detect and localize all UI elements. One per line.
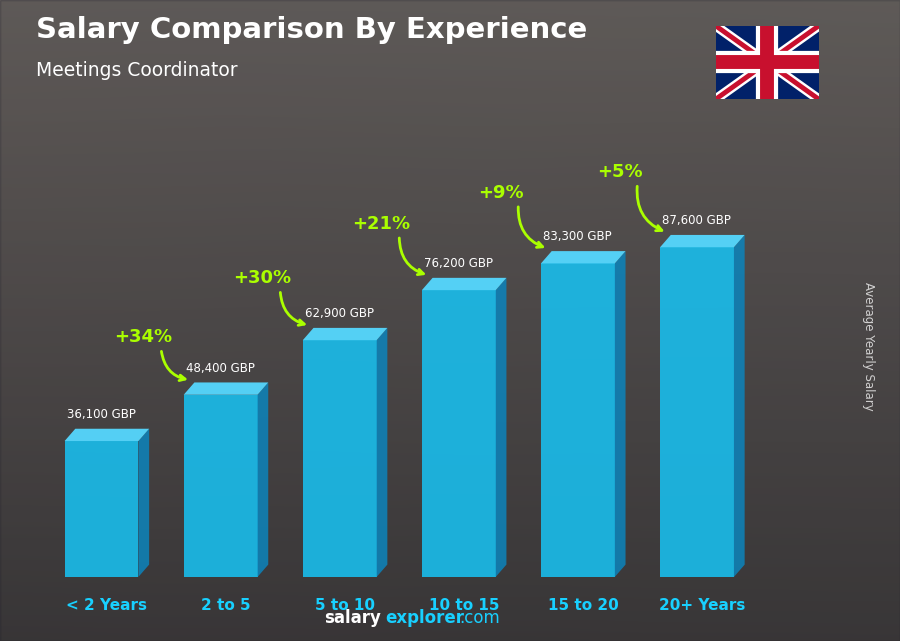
Text: Salary Comparison By Experience: Salary Comparison By Experience bbox=[36, 16, 587, 44]
Text: +5%: +5% bbox=[597, 163, 643, 181]
Polygon shape bbox=[302, 340, 376, 577]
Text: +21%: +21% bbox=[352, 215, 410, 233]
Polygon shape bbox=[65, 429, 149, 441]
Text: Average Yearly Salary: Average Yearly Salary bbox=[862, 282, 875, 410]
Text: 20+ Years: 20+ Years bbox=[659, 598, 745, 613]
Text: 48,400 GBP: 48,400 GBP bbox=[186, 362, 255, 374]
Polygon shape bbox=[65, 441, 139, 577]
Text: +9%: +9% bbox=[478, 184, 523, 202]
Polygon shape bbox=[541, 263, 615, 577]
Polygon shape bbox=[660, 235, 744, 247]
Polygon shape bbox=[376, 328, 387, 577]
Text: 15 to 20: 15 to 20 bbox=[548, 598, 618, 613]
Text: 10 to 15: 10 to 15 bbox=[429, 598, 500, 613]
Text: explorer: explorer bbox=[385, 609, 464, 627]
Text: 83,300 GBP: 83,300 GBP bbox=[544, 230, 612, 243]
Text: .com: .com bbox=[459, 609, 500, 627]
Polygon shape bbox=[257, 383, 268, 577]
Polygon shape bbox=[422, 290, 496, 577]
Text: 62,900 GBP: 62,900 GBP bbox=[305, 307, 374, 320]
Text: 2 to 5: 2 to 5 bbox=[201, 598, 251, 613]
Text: < 2 Years: < 2 Years bbox=[67, 598, 148, 613]
Text: 36,100 GBP: 36,100 GBP bbox=[67, 408, 136, 421]
Text: +34%: +34% bbox=[114, 328, 172, 346]
Polygon shape bbox=[184, 383, 268, 395]
Polygon shape bbox=[184, 395, 257, 577]
Polygon shape bbox=[660, 247, 733, 577]
Text: 76,200 GBP: 76,200 GBP bbox=[424, 257, 493, 270]
Polygon shape bbox=[541, 251, 626, 263]
Text: salary: salary bbox=[324, 609, 381, 627]
Text: 5 to 10: 5 to 10 bbox=[315, 598, 375, 613]
Polygon shape bbox=[734, 235, 744, 577]
Polygon shape bbox=[716, 26, 819, 99]
Text: 87,600 GBP: 87,600 GBP bbox=[662, 214, 732, 227]
Text: +30%: +30% bbox=[233, 269, 292, 287]
Polygon shape bbox=[139, 429, 149, 577]
Polygon shape bbox=[302, 328, 387, 340]
Text: Meetings Coordinator: Meetings Coordinator bbox=[36, 61, 238, 80]
Polygon shape bbox=[615, 251, 626, 577]
Polygon shape bbox=[496, 278, 507, 577]
Polygon shape bbox=[422, 278, 507, 290]
